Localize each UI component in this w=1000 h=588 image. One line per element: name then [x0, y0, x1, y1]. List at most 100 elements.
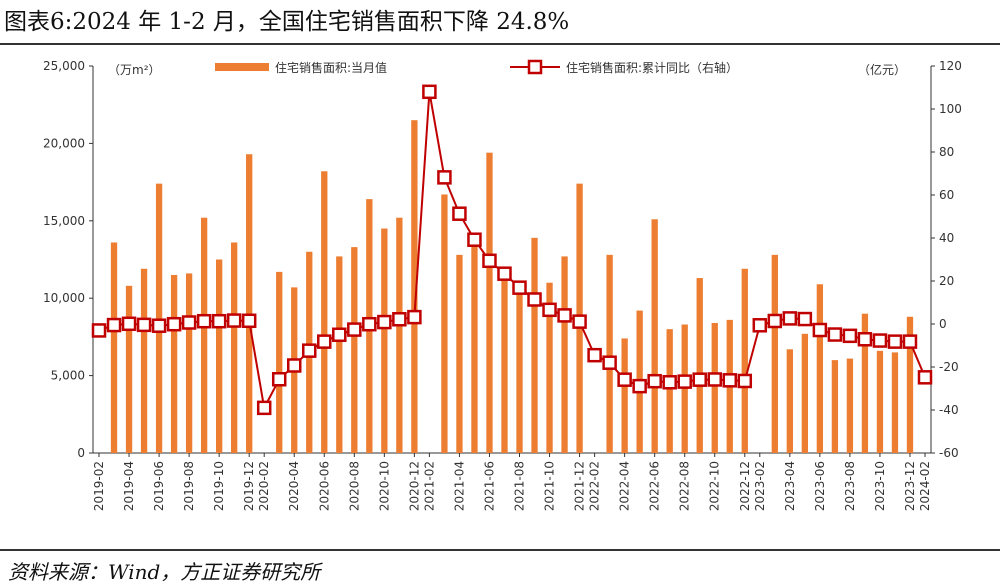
yoy-marker [136, 317, 152, 333]
bar-monthly-area [696, 278, 703, 453]
x-axis-tick-label: 2021-10 [543, 461, 557, 511]
bar-monthly-area [381, 228, 388, 453]
yoy-marker [512, 280, 527, 295]
yoy-marker [767, 313, 783, 329]
bar-monthly-area [651, 219, 658, 453]
yoy-marker [707, 372, 722, 387]
yoy-marker [317, 334, 332, 349]
yoy-marker [887, 334, 903, 349]
bar-monthly-area [200, 217, 208, 453]
x-axis-tick-label: 2023-10 [873, 461, 887, 511]
yoy-line [98, 91, 926, 411]
bar-monthly-area [110, 242, 118, 453]
yoy-marker [211, 313, 227, 329]
yoy-marker [482, 253, 497, 269]
yoy-marker [377, 314, 392, 330]
legend-bar-swatch [215, 63, 269, 71]
yoy-marker [572, 314, 587, 329]
bar-monthly-area [155, 183, 163, 453]
bar-monthly-area [246, 154, 253, 453]
yoy-marker [332, 327, 347, 342]
yoy-marker [271, 372, 287, 387]
yoy-marker [181, 315, 197, 330]
bar-monthly-area [906, 316, 914, 453]
yoy-marker [647, 373, 662, 389]
yoy-marker [392, 312, 407, 327]
bar-monthly-area [486, 152, 493, 454]
x-axis-tick-label: 2023-04 [783, 461, 797, 511]
right-axis-tick-label: -40 [939, 403, 959, 417]
yoy-marker [467, 232, 482, 247]
bar-monthly-area [336, 256, 343, 453]
x-axis-tick-label: 2022-08 [678, 461, 692, 511]
yoy-marker [151, 318, 167, 333]
bar-monthly-area [531, 237, 538, 453]
yoy-marker [437, 170, 452, 185]
yoy-marker [722, 373, 738, 388]
yoy-marker [121, 316, 137, 332]
bar-monthly-area [816, 284, 824, 453]
x-axis-tick-label: 2022-02 [588, 461, 602, 511]
yoy-marker [452, 206, 467, 221]
right-axis-tick-label: 80 [939, 145, 954, 159]
bar-monthly-area [861, 313, 869, 453]
left-axis-tick-label: 10,000 [43, 291, 85, 305]
x-axis-tick-label: 2021-06 [482, 461, 496, 511]
x-axis-tick-label: 2019-12 [242, 461, 256, 511]
x-axis-tick-label: 2023-08 [843, 461, 857, 511]
x-axis-tick-label: 2022-12 [738, 461, 752, 511]
bar-monthly-area [185, 273, 193, 453]
title-underline [0, 43, 1000, 45]
x-axis-tick-label: 2020-04 [287, 461, 301, 511]
x-axis-tick-label: 2023-12 [903, 461, 917, 511]
yoy-marker [902, 334, 918, 349]
bar-monthly-area [456, 254, 463, 453]
x-axis-tick-label: 2021-12 [573, 461, 587, 511]
bar-monthly-area [441, 194, 448, 453]
x-axis-tick-label: 2020-06 [317, 461, 331, 511]
bar-monthly-area [501, 273, 508, 453]
yoy-marker [241, 313, 257, 329]
bar-monthly-area [876, 350, 884, 453]
yoy-marker [362, 316, 377, 332]
right-axis-tick-label: 40 [939, 231, 954, 245]
right-axis-tick-label: 0 [939, 317, 947, 331]
bar-monthly-area [140, 268, 148, 453]
left-axis-tick-label: 0 [77, 446, 85, 460]
left-axis-tick-label: 20,000 [43, 136, 85, 150]
right-axis-tick-label: 20 [939, 274, 954, 288]
x-axis-tick-label: 2021-08 [513, 461, 527, 511]
yoy-marker [166, 316, 182, 332]
bar-monthly-area [786, 349, 793, 453]
bar-monthly-area [276, 271, 283, 453]
yoy-marker [106, 317, 122, 333]
bar-monthly-area [846, 358, 854, 453]
bar-monthly-area [546, 282, 553, 453]
bar-monthly-area [711, 322, 718, 453]
yoy-marker [782, 311, 798, 326]
bar-monthly-area [771, 254, 778, 453]
bar-monthly-area [621, 338, 628, 453]
x-axis-tick-label: 2022-04 [618, 461, 632, 511]
legend-bar-label: 住宅销售面积:当月值 [275, 60, 387, 75]
yoy-marker [542, 302, 557, 318]
yoy-marker [617, 372, 632, 387]
yoy-marker [497, 266, 512, 281]
yoy-marker [527, 292, 542, 307]
legend-line-label: 住宅销售面积:累计同比（右轴） [566, 60, 738, 75]
yoy-marker [632, 378, 647, 394]
x-axis-tick-label: 2019-06 [152, 461, 166, 511]
legend-line-marker [527, 59, 543, 75]
x-axis-tick-label: 2023-06 [813, 461, 827, 511]
bar-monthly-area [471, 239, 478, 453]
yoy-marker [347, 322, 362, 337]
yoy-marker [587, 347, 602, 363]
yoy-marker [602, 355, 617, 370]
yoy-marker [422, 84, 437, 100]
x-axis-tick-label: 2020-10 [377, 461, 391, 511]
bar-monthly-area [411, 120, 418, 454]
x-axis-tick-label: 2019-08 [182, 461, 196, 511]
x-axis-tick-label: 2020-08 [347, 461, 361, 511]
yoy-marker [827, 327, 843, 342]
x-axis-tick-label: 2019-02 [92, 461, 106, 511]
